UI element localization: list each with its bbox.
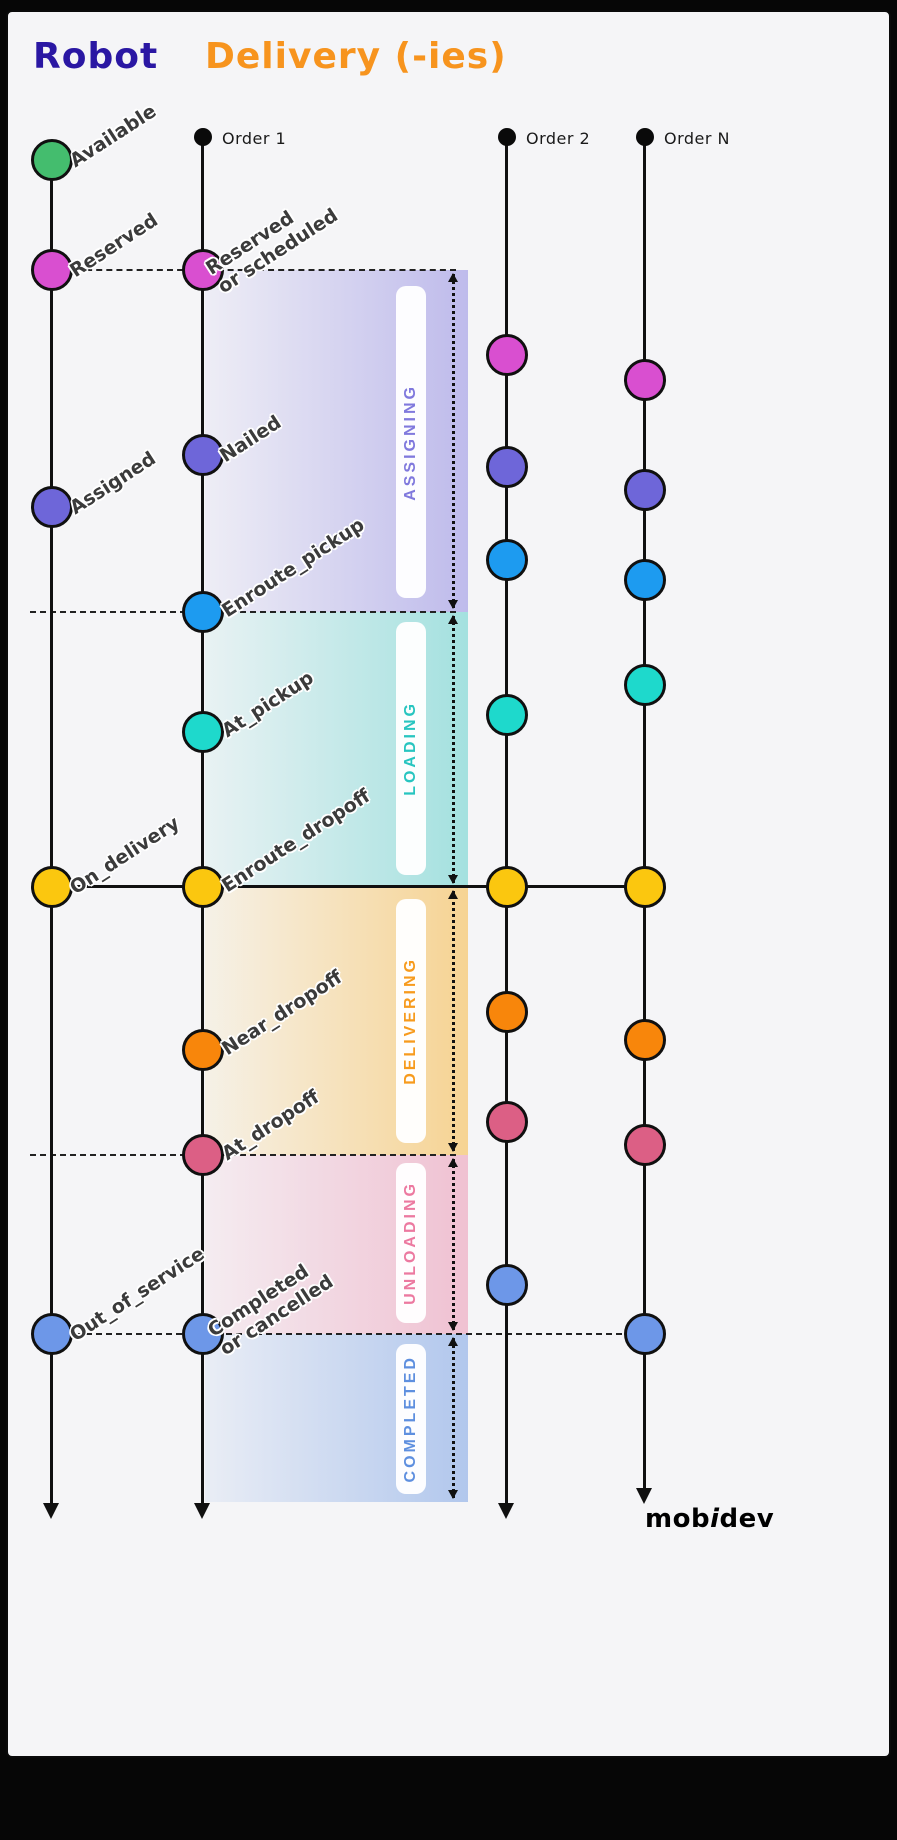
state-dot-orderN-at-pickup	[624, 664, 666, 706]
dashed-line-enroute-pickup	[30, 611, 456, 613]
logo-pre: mob	[645, 1504, 711, 1534]
state-dot-order2-near-dropoff	[486, 991, 528, 1033]
order1-start-dot	[194, 128, 212, 146]
state-dot-order1-reserved	[182, 249, 224, 291]
phase-label-assigning-text: ASSIGNING	[402, 383, 419, 501]
arrowhead-down-icon	[448, 1322, 458, 1331]
state-dot-order2-nailed	[486, 446, 528, 488]
arrowhead-up-icon	[448, 615, 458, 624]
on-delivery-connector-line	[52, 885, 645, 888]
order1-timeline-arrow-icon	[194, 1503, 210, 1519]
diagram-canvas	[6, 10, 891, 1758]
state-dot-order1-nailed	[182, 434, 224, 476]
orderN-start-dot	[636, 128, 654, 146]
duration-arrow-assigning	[448, 273, 458, 609]
order1-header: Order 1	[222, 129, 287, 148]
mobidev-logo: mobidev	[645, 1504, 774, 1534]
phase-band-loading	[205, 612, 468, 887]
orderN-timeline-line	[643, 137, 646, 1491]
order2-header: Order 2	[526, 129, 591, 148]
title-delivery: Delivery (-ies)	[205, 36, 507, 77]
state-dot-orderN-enroute-dropoff	[624, 866, 666, 908]
arrowhead-down-icon	[448, 1143, 458, 1152]
logo-post: dev	[719, 1504, 775, 1534]
state-dot-order1-enroute-pickup	[182, 591, 224, 633]
logo-i: i	[710, 1504, 720, 1534]
state-dot-order1-at-dropoff	[182, 1134, 224, 1176]
arrowhead-down-icon	[448, 1490, 458, 1499]
dashed-line-reserved	[76, 269, 456, 271]
order2-timeline-line	[505, 137, 508, 1506]
dashed-line-at-dropoff	[30, 1154, 456, 1156]
state-dot-order2-enroute-pickup	[486, 539, 528, 581]
phase-label-unloading: UNLOADING	[396, 1163, 426, 1323]
duration-arrow-delivering	[448, 890, 458, 1152]
state-dot-order2-at-dropoff	[486, 1101, 528, 1143]
state-dot-orderN-nailed	[624, 469, 666, 511]
phase-label-delivering-text: DELIVERING	[402, 957, 419, 1085]
state-dot-robot-available	[31, 139, 73, 181]
arrowhead-up-icon	[448, 1337, 458, 1346]
phase-label-delivering: DELIVERING	[396, 899, 426, 1143]
state-dot-order2-at-pickup	[486, 694, 528, 736]
arrowhead-down-icon	[448, 600, 458, 609]
arrowhead-down-icon	[448, 875, 458, 884]
order2-timeline-arrow-icon	[498, 1503, 514, 1519]
phase-label-loading: LOADING	[396, 622, 426, 875]
state-dot-orderN-reserved	[624, 359, 666, 401]
arrowhead-up-icon	[448, 890, 458, 899]
robot-timeline-arrow-icon	[43, 1503, 59, 1519]
orderN-timeline-arrow-icon	[636, 1488, 652, 1504]
state-dot-orderN-at-dropoff	[624, 1124, 666, 1166]
state-dot-robot-out-of-service	[31, 1313, 73, 1355]
state-dot-order2-enroute-dropoff	[486, 866, 528, 908]
duration-arrow-loading	[448, 615, 458, 884]
state-dot-order1-at-pickup	[182, 711, 224, 753]
phase-label-assigning: ASSIGNING	[396, 286, 426, 598]
phase-band-delivering	[205, 887, 468, 1155]
state-dot-orderN-completed	[624, 1313, 666, 1355]
state-dot-robot-on-delivery	[31, 866, 73, 908]
duration-arrow-unloading	[448, 1158, 458, 1331]
robot-timeline-line	[50, 160, 53, 1506]
phase-band-completed	[205, 1334, 468, 1502]
state-dot-order2-completed	[486, 1264, 528, 1306]
state-dot-order1-enroute-dropoff	[182, 866, 224, 908]
state-dot-order2-reserved	[486, 334, 528, 376]
orderN-header: Order N	[664, 129, 731, 148]
state-dot-order1-near-dropoff	[182, 1029, 224, 1071]
arrowhead-up-icon	[448, 1158, 458, 1167]
phase-label-completed-text: COMPLETED	[402, 1355, 419, 1483]
order2-start-dot	[498, 128, 516, 146]
arrowhead-up-icon	[448, 273, 458, 282]
state-dot-robot-assigned	[31, 486, 73, 528]
state-dot-order1-completed	[182, 1313, 224, 1355]
dashed-line-completed	[76, 1333, 622, 1335]
order1-timeline-line	[201, 137, 204, 1506]
phase-label-completed: COMPLETED	[396, 1344, 426, 1494]
phase-label-unloading-text: UNLOADING	[402, 1181, 419, 1305]
state-dot-orderN-enroute-pickup	[624, 559, 666, 601]
phase-label-loading-text: LOADING	[402, 701, 419, 796]
state-dot-robot-reserved	[31, 249, 73, 291]
state-dot-orderN-near-dropoff	[624, 1019, 666, 1061]
title-robot: Robot	[33, 36, 159, 77]
duration-arrow-completed	[448, 1337, 458, 1499]
